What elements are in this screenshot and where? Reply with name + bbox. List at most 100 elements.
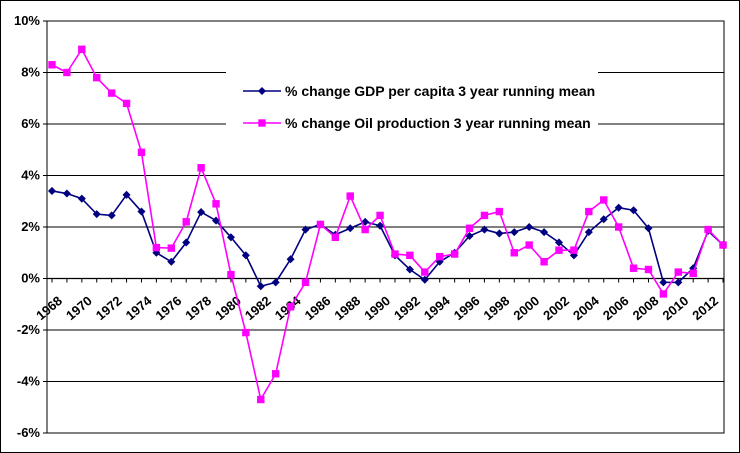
x-tick-label: 1992 bbox=[391, 293, 423, 323]
x-tick-label: 1970 bbox=[63, 293, 95, 323]
x-tick-label: 1982 bbox=[242, 293, 274, 323]
y-tick-label: 10% bbox=[14, 13, 40, 28]
data-point bbox=[77, 194, 86, 203]
y-tick-label: -2% bbox=[17, 322, 41, 337]
data-point bbox=[137, 148, 146, 157]
data-point bbox=[182, 238, 191, 247]
data-point bbox=[510, 228, 519, 237]
legend-swatch-marker-oil bbox=[258, 119, 266, 127]
y-axis-tick-labels: 10% 8% 6% 4% 2% 0% -2% -4% -6% bbox=[14, 13, 40, 440]
data-point bbox=[107, 89, 116, 97]
data-point bbox=[301, 278, 310, 287]
data-point bbox=[197, 208, 206, 217]
data-point bbox=[599, 215, 608, 224]
data-point bbox=[525, 222, 534, 232]
series-oil bbox=[48, 45, 727, 404]
x-tick-label: 1994 bbox=[421, 293, 453, 324]
data-point bbox=[257, 395, 265, 404]
data-point bbox=[271, 278, 280, 287]
data-point bbox=[495, 229, 504, 238]
data-point bbox=[212, 200, 220, 208]
data-point bbox=[644, 265, 653, 274]
data-point bbox=[197, 164, 205, 172]
x-tick-label: 2006 bbox=[600, 293, 632, 323]
data-point bbox=[78, 45, 86, 54]
data-point bbox=[271, 370, 280, 378]
x-tick-label: 1990 bbox=[361, 293, 393, 323]
data-point bbox=[227, 270, 235, 279]
data-point bbox=[614, 223, 623, 231]
y-tick-label: 6% bbox=[21, 116, 40, 131]
data-point bbox=[704, 225, 712, 234]
y-tick-label: 4% bbox=[21, 168, 40, 183]
data-point bbox=[406, 251, 414, 260]
data-point bbox=[614, 203, 623, 212]
data-point bbox=[495, 207, 504, 216]
data-point bbox=[182, 218, 190, 226]
x-tick-label: 1974 bbox=[123, 293, 155, 324]
data-point bbox=[659, 290, 668, 298]
data-point bbox=[644, 224, 653, 233]
x-tick-label: 1968 bbox=[33, 293, 65, 323]
data-point bbox=[256, 282, 265, 291]
data-point bbox=[405, 265, 414, 274]
data-point bbox=[346, 224, 355, 233]
x-tick-label: 2002 bbox=[540, 293, 572, 323]
legend-swatch-marker-gdp bbox=[257, 86, 267, 96]
y-tick-label: -6% bbox=[17, 425, 41, 440]
data-point bbox=[47, 186, 57, 195]
data-point bbox=[555, 246, 563, 254]
x-tick-label: 1998 bbox=[481, 293, 513, 323]
x-tick-label: 1976 bbox=[153, 293, 185, 323]
data-point bbox=[436, 252, 444, 261]
data-point bbox=[465, 231, 474, 241]
data-point bbox=[301, 225, 310, 234]
data-point bbox=[600, 196, 608, 204]
data-point bbox=[435, 257, 444, 266]
data-point bbox=[554, 238, 564, 247]
data-point bbox=[122, 99, 131, 108]
x-axis-tick-labels: 1968197019721974197619781980198219841986… bbox=[33, 293, 721, 324]
data-point bbox=[63, 68, 71, 77]
data-point bbox=[242, 328, 250, 337]
data-point bbox=[674, 278, 683, 287]
series-line bbox=[51, 48, 724, 401]
x-tick-label: 1978 bbox=[182, 293, 214, 323]
x-tick-label: 1988 bbox=[331, 293, 363, 323]
data-point bbox=[62, 189, 71, 198]
x-tick-label: 1986 bbox=[302, 293, 334, 323]
data-point bbox=[316, 220, 325, 229]
x-tick-label: 2000 bbox=[510, 293, 542, 323]
data-point bbox=[92, 210, 101, 219]
y-tick-label: 2% bbox=[21, 219, 40, 234]
data-point bbox=[152, 243, 161, 252]
data-point bbox=[480, 225, 489, 234]
data-point bbox=[212, 216, 221, 225]
series bbox=[47, 45, 728, 404]
y-tick-label: 8% bbox=[21, 65, 40, 80]
data-point bbox=[420, 275, 429, 284]
data-point bbox=[167, 244, 175, 252]
data-point bbox=[167, 257, 176, 266]
data-point bbox=[659, 278, 668, 287]
x-tick-label: 2008 bbox=[630, 293, 662, 323]
data-point bbox=[107, 211, 116, 220]
legend-label-oil: % change Oil production 3 year running m… bbox=[285, 115, 591, 131]
x-tick-label: 1972 bbox=[93, 293, 125, 323]
data-point bbox=[361, 225, 369, 234]
x-tick-label: 2004 bbox=[570, 293, 602, 324]
data-point bbox=[48, 61, 56, 69]
data-point bbox=[421, 268, 429, 276]
data-point bbox=[629, 264, 638, 272]
legend-label-gdp: % change GDP per capita 3 year running m… bbox=[285, 83, 595, 99]
legend-box bbox=[226, 66, 598, 142]
data-point bbox=[719, 241, 727, 249]
data-point bbox=[540, 228, 549, 237]
data-point bbox=[346, 192, 354, 200]
data-point bbox=[629, 206, 638, 215]
x-tick-label: 2012 bbox=[689, 293, 721, 323]
data-point bbox=[391, 250, 399, 258]
data-point bbox=[465, 224, 474, 232]
data-point bbox=[584, 228, 593, 237]
